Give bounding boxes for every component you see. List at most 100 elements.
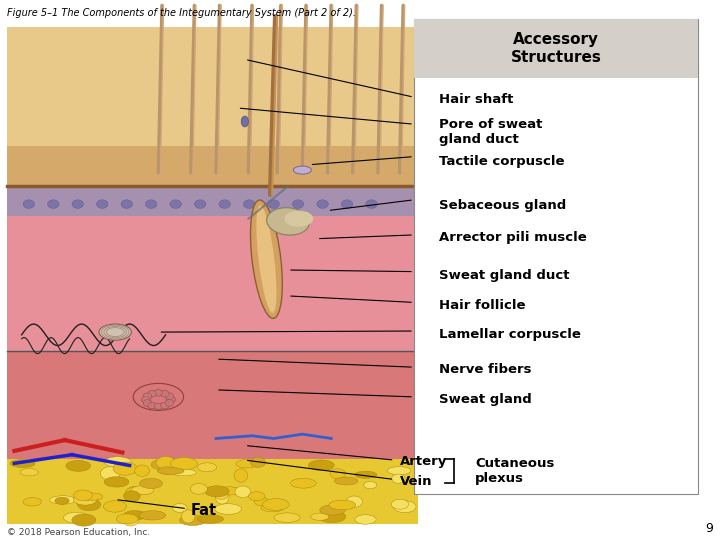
Circle shape (366, 200, 377, 208)
Ellipse shape (73, 490, 92, 501)
Ellipse shape (218, 487, 240, 495)
Ellipse shape (124, 510, 146, 520)
Ellipse shape (263, 498, 289, 510)
Ellipse shape (104, 457, 131, 467)
Bar (7, 459, 418, 524)
Ellipse shape (235, 486, 251, 498)
Bar (7, 27, 418, 216)
Circle shape (148, 402, 156, 409)
Text: Tactile corpuscle: Tactile corpuscle (439, 156, 564, 168)
Circle shape (167, 396, 176, 403)
Text: Arrector pili muscle: Arrector pili muscle (439, 231, 587, 244)
Ellipse shape (308, 460, 334, 471)
Circle shape (161, 390, 169, 397)
Circle shape (143, 400, 152, 406)
Circle shape (148, 390, 156, 397)
Ellipse shape (197, 515, 223, 523)
Ellipse shape (393, 501, 416, 512)
Circle shape (148, 402, 156, 409)
Circle shape (165, 400, 174, 406)
Ellipse shape (171, 457, 197, 470)
Text: Pore of sweat
gland duct: Pore of sweat gland duct (439, 118, 543, 146)
Ellipse shape (234, 469, 248, 482)
Circle shape (194, 200, 206, 208)
Ellipse shape (215, 492, 228, 500)
Ellipse shape (251, 200, 282, 319)
Circle shape (142, 396, 150, 403)
Ellipse shape (171, 469, 197, 476)
Text: Artery: Artery (400, 455, 447, 468)
Ellipse shape (179, 515, 206, 525)
Ellipse shape (104, 477, 129, 487)
Text: 9: 9 (705, 522, 713, 535)
Bar (7, 351, 418, 475)
Bar (7, 186, 418, 216)
Ellipse shape (391, 500, 409, 509)
Ellipse shape (330, 469, 346, 478)
Ellipse shape (215, 504, 241, 515)
Text: Hair shaft: Hair shaft (439, 93, 513, 106)
Circle shape (243, 200, 255, 208)
Ellipse shape (63, 512, 89, 523)
Bar (7, 189, 418, 351)
Ellipse shape (50, 496, 76, 504)
Circle shape (154, 403, 163, 409)
Ellipse shape (290, 478, 316, 488)
Ellipse shape (72, 514, 96, 526)
Ellipse shape (261, 504, 284, 512)
Ellipse shape (364, 482, 377, 489)
Text: Fat: Fat (191, 503, 217, 518)
Circle shape (23, 200, 35, 208)
Ellipse shape (99, 324, 132, 340)
Ellipse shape (20, 469, 38, 476)
Ellipse shape (55, 497, 69, 504)
Ellipse shape (131, 486, 154, 495)
Ellipse shape (127, 487, 148, 494)
Text: © 2018 Pearson Education, Inc.: © 2018 Pearson Education, Inc. (7, 528, 150, 537)
Circle shape (165, 400, 174, 406)
Ellipse shape (80, 493, 103, 501)
Ellipse shape (78, 498, 101, 511)
Circle shape (143, 400, 152, 406)
Ellipse shape (172, 503, 187, 512)
Text: Sweat gland: Sweat gland (439, 393, 532, 406)
Circle shape (154, 403, 163, 409)
Circle shape (148, 390, 156, 397)
Circle shape (341, 200, 353, 208)
Text: Hair follicle: Hair follicle (439, 299, 526, 312)
Text: Sweat gland duct: Sweat gland duct (439, 269, 570, 282)
Circle shape (48, 200, 59, 208)
Circle shape (170, 200, 181, 208)
Ellipse shape (334, 477, 358, 485)
Ellipse shape (151, 460, 174, 470)
Text: Nerve fibers: Nerve fibers (439, 363, 531, 376)
Bar (7, 27, 418, 146)
Ellipse shape (156, 456, 176, 469)
Ellipse shape (73, 494, 97, 505)
Ellipse shape (254, 497, 268, 506)
Ellipse shape (77, 498, 97, 508)
Ellipse shape (284, 211, 313, 227)
Circle shape (161, 402, 169, 409)
Bar (7, 27, 418, 146)
Text: Lamellar corpuscle: Lamellar corpuscle (439, 328, 581, 341)
Ellipse shape (355, 515, 376, 524)
Ellipse shape (139, 511, 166, 520)
Ellipse shape (10, 460, 35, 468)
Bar (414, 19, 698, 494)
Ellipse shape (158, 467, 176, 474)
Circle shape (161, 390, 169, 397)
Circle shape (219, 200, 230, 208)
Circle shape (143, 393, 152, 400)
Ellipse shape (190, 483, 207, 494)
Circle shape (145, 200, 157, 208)
Circle shape (268, 200, 279, 208)
Ellipse shape (320, 505, 346, 515)
Ellipse shape (346, 496, 362, 508)
Ellipse shape (329, 500, 356, 510)
Circle shape (292, 200, 304, 208)
Circle shape (142, 396, 150, 403)
Ellipse shape (392, 474, 405, 483)
Ellipse shape (181, 510, 195, 523)
Circle shape (143, 393, 152, 400)
